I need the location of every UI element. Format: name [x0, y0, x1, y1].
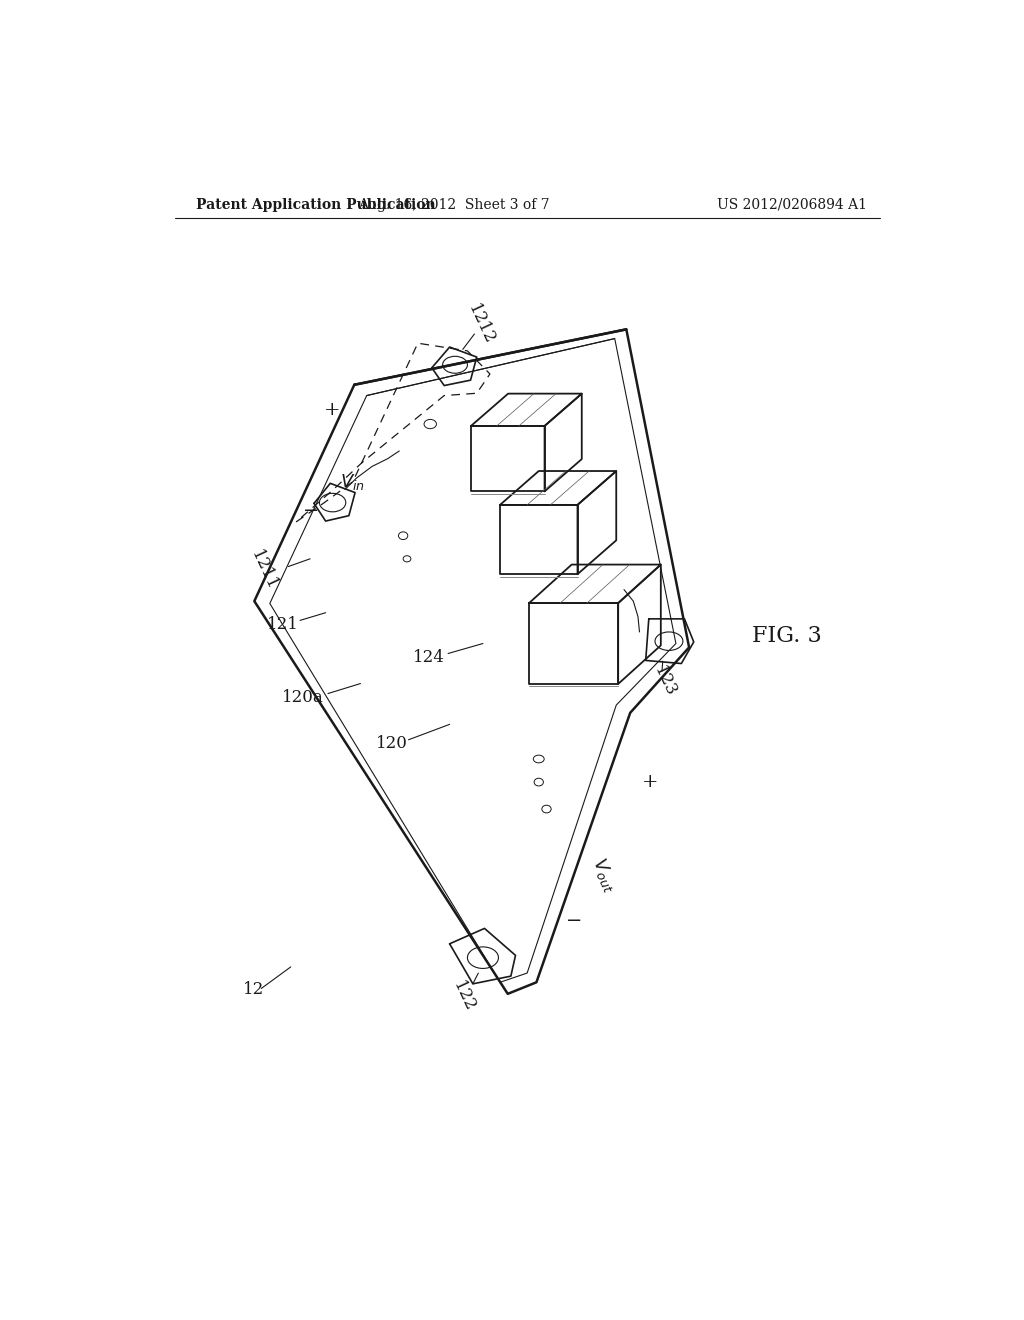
Text: 122: 122: [450, 978, 478, 1014]
Text: FIG. 3: FIG. 3: [752, 624, 821, 647]
Text: 121: 121: [267, 615, 299, 632]
Text: +: +: [642, 774, 658, 791]
Text: 1211: 1211: [247, 548, 281, 593]
Text: US 2012/0206894 A1: US 2012/0206894 A1: [717, 198, 867, 211]
Text: $V_{in}$: $V_{in}$: [340, 471, 366, 492]
Text: Aug. 16, 2012  Sheet 3 of 7: Aug. 16, 2012 Sheet 3 of 7: [357, 198, 549, 211]
Text: 124: 124: [413, 649, 444, 665]
Text: 123: 123: [650, 664, 680, 700]
Text: $V_{out}$: $V_{out}$: [588, 854, 622, 895]
Text: Patent Application Publication: Patent Application Publication: [197, 198, 436, 211]
Text: −: −: [566, 912, 583, 929]
Text: 1212: 1212: [464, 301, 498, 347]
Text: 120: 120: [376, 735, 408, 752]
Text: −: −: [303, 502, 319, 520]
Text: 120a: 120a: [282, 689, 324, 706]
Text: +: +: [324, 401, 340, 420]
Text: 12: 12: [243, 982, 264, 998]
